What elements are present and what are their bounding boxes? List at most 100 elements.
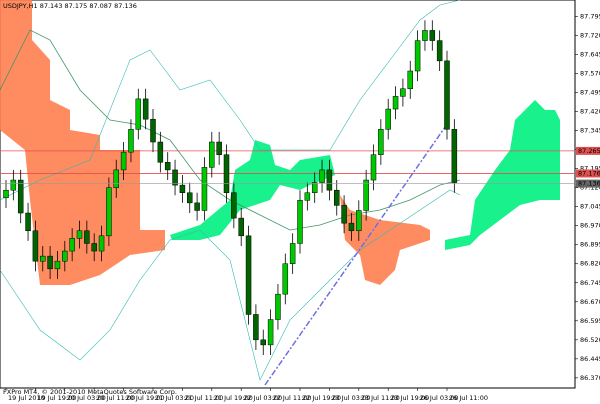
indicators bbox=[0, 0, 560, 386]
candle-body bbox=[209, 141, 215, 168]
cloud-orange-2 bbox=[340, 195, 430, 285]
last-price-tag bbox=[576, 179, 600, 188]
trend-line bbox=[264, 119, 451, 386]
candle-body bbox=[179, 184, 186, 193]
footer: FXPro MT4, © 2001-2010 MetaQuotes Softwa… bbox=[3, 388, 177, 396]
x-tick-label: 21 Jul 19:00 bbox=[214, 394, 253, 402]
candle-body bbox=[326, 169, 333, 191]
x-tick-label: 26 Jul 11:00 bbox=[449, 394, 488, 402]
bollinger-upper bbox=[0, 0, 461, 201]
y-tick-label: 86.445 bbox=[580, 355, 600, 363]
y-tick-label: 87.645 bbox=[580, 51, 600, 59]
y-tick-label: 87.420 bbox=[580, 108, 600, 116]
candle-body bbox=[341, 205, 347, 224]
candle-body bbox=[311, 182, 318, 193]
candle-body bbox=[113, 169, 119, 188]
candle-body bbox=[348, 222, 355, 232]
candle-body bbox=[356, 210, 362, 232]
candle-body bbox=[385, 108, 391, 130]
x-tick-label: 23 Jul 03:00 bbox=[331, 394, 370, 402]
candle-body bbox=[267, 319, 274, 346]
y-tick-label: 86.595 bbox=[580, 317, 600, 325]
cloud-green-2 bbox=[445, 100, 560, 250]
x-tick-label: 23 Jul 11:00 bbox=[361, 394, 400, 402]
x-tick-label: 20 Jul 19:00 bbox=[126, 394, 165, 402]
candle-body bbox=[289, 243, 296, 264]
bollinger-lower bbox=[0, 189, 461, 381]
candle-body bbox=[157, 141, 164, 163]
candle-body bbox=[187, 192, 193, 204]
candle-body bbox=[429, 30, 436, 41]
candle-body bbox=[216, 141, 222, 155]
level-label: 87.265 bbox=[578, 147, 600, 155]
candle-body bbox=[3, 189, 9, 199]
x-tick-label: 20 Jul 03:00 bbox=[67, 394, 106, 402]
candle-body bbox=[62, 250, 68, 262]
candle-body bbox=[407, 70, 413, 90]
candle-body bbox=[223, 154, 230, 193]
y-tick-label: 87.570 bbox=[580, 70, 600, 78]
x-tick-label: 21 Jul 11:00 bbox=[184, 394, 223, 402]
candle-body bbox=[91, 243, 97, 252]
candle-body bbox=[164, 162, 171, 171]
candle-body bbox=[40, 255, 46, 262]
candle-body bbox=[135, 98, 142, 130]
candle-body bbox=[238, 217, 244, 237]
candle-body bbox=[84, 230, 90, 244]
cloud-orange bbox=[0, 0, 165, 285]
candle-body bbox=[106, 187, 112, 237]
x-tick-label: 19 Jul 19:00 bbox=[37, 394, 76, 402]
candle-body bbox=[25, 212, 31, 232]
candle-body bbox=[451, 129, 458, 183]
candle-body bbox=[436, 40, 443, 62]
candle-body bbox=[69, 238, 75, 252]
y-tick-label: 87.120 bbox=[580, 184, 600, 192]
y-tick-label: 87.795 bbox=[580, 12, 600, 20]
x-tick-label: 26 Jul 03:00 bbox=[420, 394, 459, 402]
candle-body bbox=[260, 339, 266, 346]
candle-body bbox=[304, 192, 311, 201]
last-price-label: 87.136 bbox=[578, 180, 600, 188]
chart-title: USDJPY,H1 87.143 87.175 87.087 87.136 bbox=[3, 2, 137, 10]
candle-body bbox=[172, 169, 178, 186]
x-tick-label: 19 Jul 2010 bbox=[8, 394, 45, 402]
candle-body bbox=[47, 255, 53, 270]
y-tick-label: 86.370 bbox=[580, 374, 600, 382]
cloud-green bbox=[170, 140, 335, 240]
candle-body bbox=[120, 151, 127, 171]
y-tick-label: 86.745 bbox=[580, 279, 600, 287]
candle-body bbox=[98, 235, 105, 252]
x-tick-label: 20 Jul 11:00 bbox=[96, 394, 135, 402]
candle-body bbox=[231, 192, 237, 219]
candle-body bbox=[334, 189, 340, 206]
y-tick-label: 87.195 bbox=[580, 165, 600, 173]
candle-body bbox=[142, 98, 149, 120]
candle-body bbox=[422, 30, 428, 41]
candle-body bbox=[32, 230, 39, 262]
candle-body bbox=[76, 230, 83, 239]
y-tick-label: 87.345 bbox=[580, 127, 600, 135]
candle-body bbox=[378, 129, 384, 155]
y-tick-label: 87.045 bbox=[580, 203, 600, 211]
y-tick-label: 86.820 bbox=[580, 260, 600, 268]
level-tag bbox=[576, 169, 600, 178]
candle-body bbox=[128, 129, 134, 153]
candle-body bbox=[319, 169, 325, 183]
x-tick-label: 23 Jul 19:00 bbox=[390, 394, 429, 402]
candle-body bbox=[10, 179, 17, 191]
y-tick-label: 86.520 bbox=[580, 336, 600, 344]
candle-body bbox=[201, 167, 208, 211]
y-tick-label: 87.720 bbox=[580, 32, 600, 40]
candle-body bbox=[444, 60, 450, 130]
candle-body bbox=[414, 40, 421, 72]
candle-body bbox=[253, 314, 259, 341]
candle-body bbox=[363, 179, 369, 211]
x-tick-label: 21 Jul 03:00 bbox=[155, 394, 194, 402]
candle-body bbox=[400, 88, 406, 97]
candle-body bbox=[150, 118, 156, 143]
candle-body bbox=[54, 260, 61, 270]
candle-body bbox=[245, 235, 252, 315]
candle-body bbox=[17, 179, 24, 214]
candle-body bbox=[282, 263, 289, 295]
